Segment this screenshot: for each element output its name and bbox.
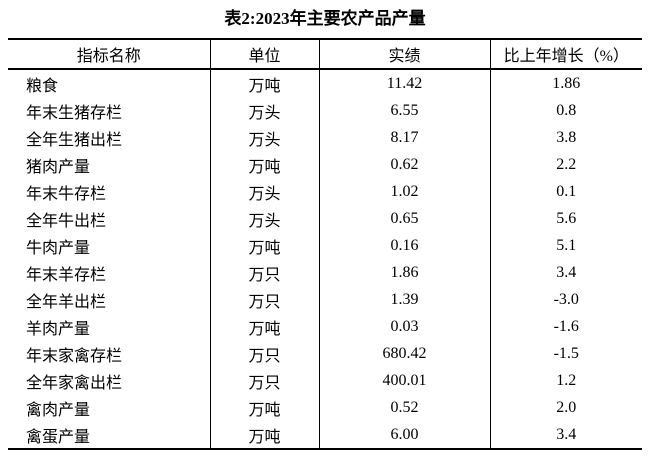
cell-actual: 680.42 — [318, 340, 490, 367]
cell-unit: 万吨 — [209, 232, 319, 259]
cell-indicator: 年末牛存栏 — [26, 185, 107, 203]
header-row: 指标名称 单位 实绩 比上年增长（%） — [8, 39, 642, 70]
table-row: 全年生猪出栏 万头 8.17 3.8 — [8, 124, 642, 151]
cell-unit: 万吨 — [209, 69, 319, 97]
cell-growth: 1.86 — [489, 69, 642, 97]
cell-actual: 8.17 — [318, 124, 490, 151]
cell-actual: 6.00 — [318, 421, 490, 449]
cell-actual: 0.52 — [318, 394, 490, 421]
cell-unit: 万只 — [209, 259, 319, 286]
cell-indicator: 全年羊出栏 — [26, 293, 107, 311]
table-row: 禽肉产量 万吨 0.52 2.0 — [8, 394, 642, 421]
cell-actual: 400.01 — [318, 367, 490, 394]
cell-unit: 万吨 — [209, 313, 319, 340]
cell-unit: 万吨 — [209, 394, 319, 421]
cell-growth: 3.8 — [489, 124, 642, 151]
cell-actual: 11.42 — [318, 69, 490, 97]
cell-growth: 5.1 — [489, 232, 642, 259]
cell-growth: -1.6 — [489, 313, 642, 340]
table-row: 猪肉产量 万吨 0.62 2.2 — [8, 151, 642, 178]
table-row: 年末牛存栏 万头 1.02 0.1 — [8, 178, 642, 205]
cell-growth: -1.5 — [489, 340, 642, 367]
cell-indicator: 全年牛出栏 — [26, 212, 107, 230]
cell-indicator: 全年生猪出栏 — [26, 131, 123, 149]
col-header-growth: 比上年增长（%） — [489, 39, 642, 70]
cell-growth: -3.0 — [489, 286, 642, 313]
cell-actual: 6.55 — [318, 97, 490, 124]
cell-indicator: 全年家禽出栏 — [26, 374, 123, 392]
col-header-indicator: 指标名称 — [8, 39, 210, 70]
cell-unit: 万头 — [209, 205, 319, 232]
cell-growth: 3.4 — [489, 421, 642, 449]
table-row: 年末羊存栏 万只 1.86 3.4 — [8, 259, 642, 286]
cell-growth: 0.1 — [489, 178, 642, 205]
cell-actual: 1.39 — [318, 286, 490, 313]
table-row: 羊肉产量 万吨 0.03 -1.6 — [8, 313, 642, 340]
cell-indicator: 羊肉产量 — [26, 320, 91, 338]
cell-growth: 3.4 — [489, 259, 642, 286]
cell-actual: 0.65 — [318, 205, 490, 232]
cell-growth: 2.0 — [489, 394, 642, 421]
cell-indicator: 年末羊存栏 — [26, 266, 107, 284]
cell-growth: 0.8 — [489, 97, 642, 124]
cell-unit: 万只 — [209, 286, 319, 313]
cell-indicator: 牛肉产量 — [26, 239, 91, 257]
cell-actual: 0.16 — [318, 232, 490, 259]
cell-indicator: 年末家禽存栏 — [26, 347, 123, 365]
table-row: 年末生猪存栏 万头 6.55 0.8 — [8, 97, 642, 124]
cell-unit: 万吨 — [209, 421, 319, 449]
cell-actual: 1.86 — [318, 259, 490, 286]
cell-indicator: 猪肉产量 — [26, 158, 91, 176]
table-row: 粮食 万吨 11.42 1.86 — [8, 69, 642, 97]
cell-unit: 万头 — [209, 97, 319, 124]
cell-indicator: 年末生猪存栏 — [26, 104, 123, 122]
cell-indicator: 禽肉产量 — [26, 401, 91, 419]
cell-growth: 1.2 — [489, 367, 642, 394]
cell-unit: 万只 — [209, 340, 319, 367]
cell-growth: 2.2 — [489, 151, 642, 178]
cell-unit: 万吨 — [209, 151, 319, 178]
cell-unit: 万只 — [209, 367, 319, 394]
table-title: 表2:2023年主要农产品产量 — [224, 9, 426, 28]
cell-actual: 0.03 — [318, 313, 490, 340]
table-row: 牛肉产量 万吨 0.16 5.1 — [8, 232, 642, 259]
cell-indicator: 粮食 — [26, 77, 59, 95]
cell-unit: 万头 — [209, 178, 319, 205]
col-header-actual: 实绩 — [318, 39, 490, 70]
cell-actual: 1.02 — [318, 178, 490, 205]
col-header-unit: 单位 — [209, 39, 319, 70]
cell-indicator: 禽蛋产量 — [26, 428, 91, 446]
cell-unit: 万头 — [209, 124, 319, 151]
table-row: 禽蛋产量 万吨 6.00 3.4 — [8, 421, 642, 449]
table-row: 全年牛出栏 万头 0.65 5.6 — [8, 205, 642, 232]
cell-growth: 5.6 — [489, 205, 642, 232]
agricultural-products-table: 指标名称 单位 实绩 比上年增长（%） 粮食 万吨 11.42 1.86 年末生猪存栏万… — [8, 38, 642, 450]
cell-actual: 0.62 — [318, 151, 490, 178]
table-row: 年末家禽存栏 万只 680.42 -1.5 — [8, 340, 642, 367]
table-row: 全年家禽出栏 万只 400.01 1.2 — [8, 367, 642, 394]
table-row: 全年羊出栏 万只 1.39 -3.0 — [8, 286, 642, 313]
